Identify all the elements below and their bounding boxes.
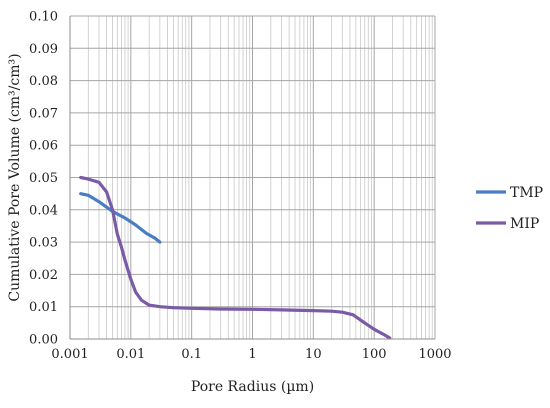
legend-label-mip: MIP xyxy=(510,216,539,232)
y-tick-label: 0.00 xyxy=(29,333,58,348)
y-tick-label: 0.06 xyxy=(29,139,58,154)
grid xyxy=(69,15,436,340)
y-tick-label: 0.05 xyxy=(29,171,58,186)
x-tick-label: 0.01 xyxy=(116,347,145,362)
x-axis-title: Pore Radius (µm) xyxy=(191,379,314,395)
series-line-mip xyxy=(79,175,392,340)
series-line-tmp xyxy=(79,192,162,244)
x-tick-label: 0.001 xyxy=(51,347,88,362)
y-tick-label: 0.03 xyxy=(29,236,58,251)
y-tick-label: 0.08 xyxy=(29,74,58,89)
x-tick-label: 100 xyxy=(362,347,387,362)
y-tick-label: 0.07 xyxy=(29,106,58,121)
x-tick-label: 10 xyxy=(305,347,322,362)
x-tick-label: 0.1 xyxy=(181,347,202,362)
y-tick-label: 0.01 xyxy=(29,300,58,315)
legend-label-tmp: TMP xyxy=(510,185,543,201)
series-layer xyxy=(79,175,392,340)
y-tick-label: 0.04 xyxy=(29,203,58,218)
y-tick-label: 0.02 xyxy=(29,268,58,283)
y-tick-label: 0.10 xyxy=(29,10,58,25)
y-tick-label: 0.09 xyxy=(29,42,58,57)
axes: 0.001 0.01 0.1 1 10 100 1000 0.00 0.01 0.02 0.03 0.… xyxy=(29,10,452,363)
x-tick-label: 1 xyxy=(248,347,256,362)
y-axis-title: Cumulative Pore Volume (cm³/cm³) xyxy=(7,53,23,301)
legend: TMP MIP xyxy=(476,185,543,232)
x-tick-label: 1000 xyxy=(418,347,451,362)
